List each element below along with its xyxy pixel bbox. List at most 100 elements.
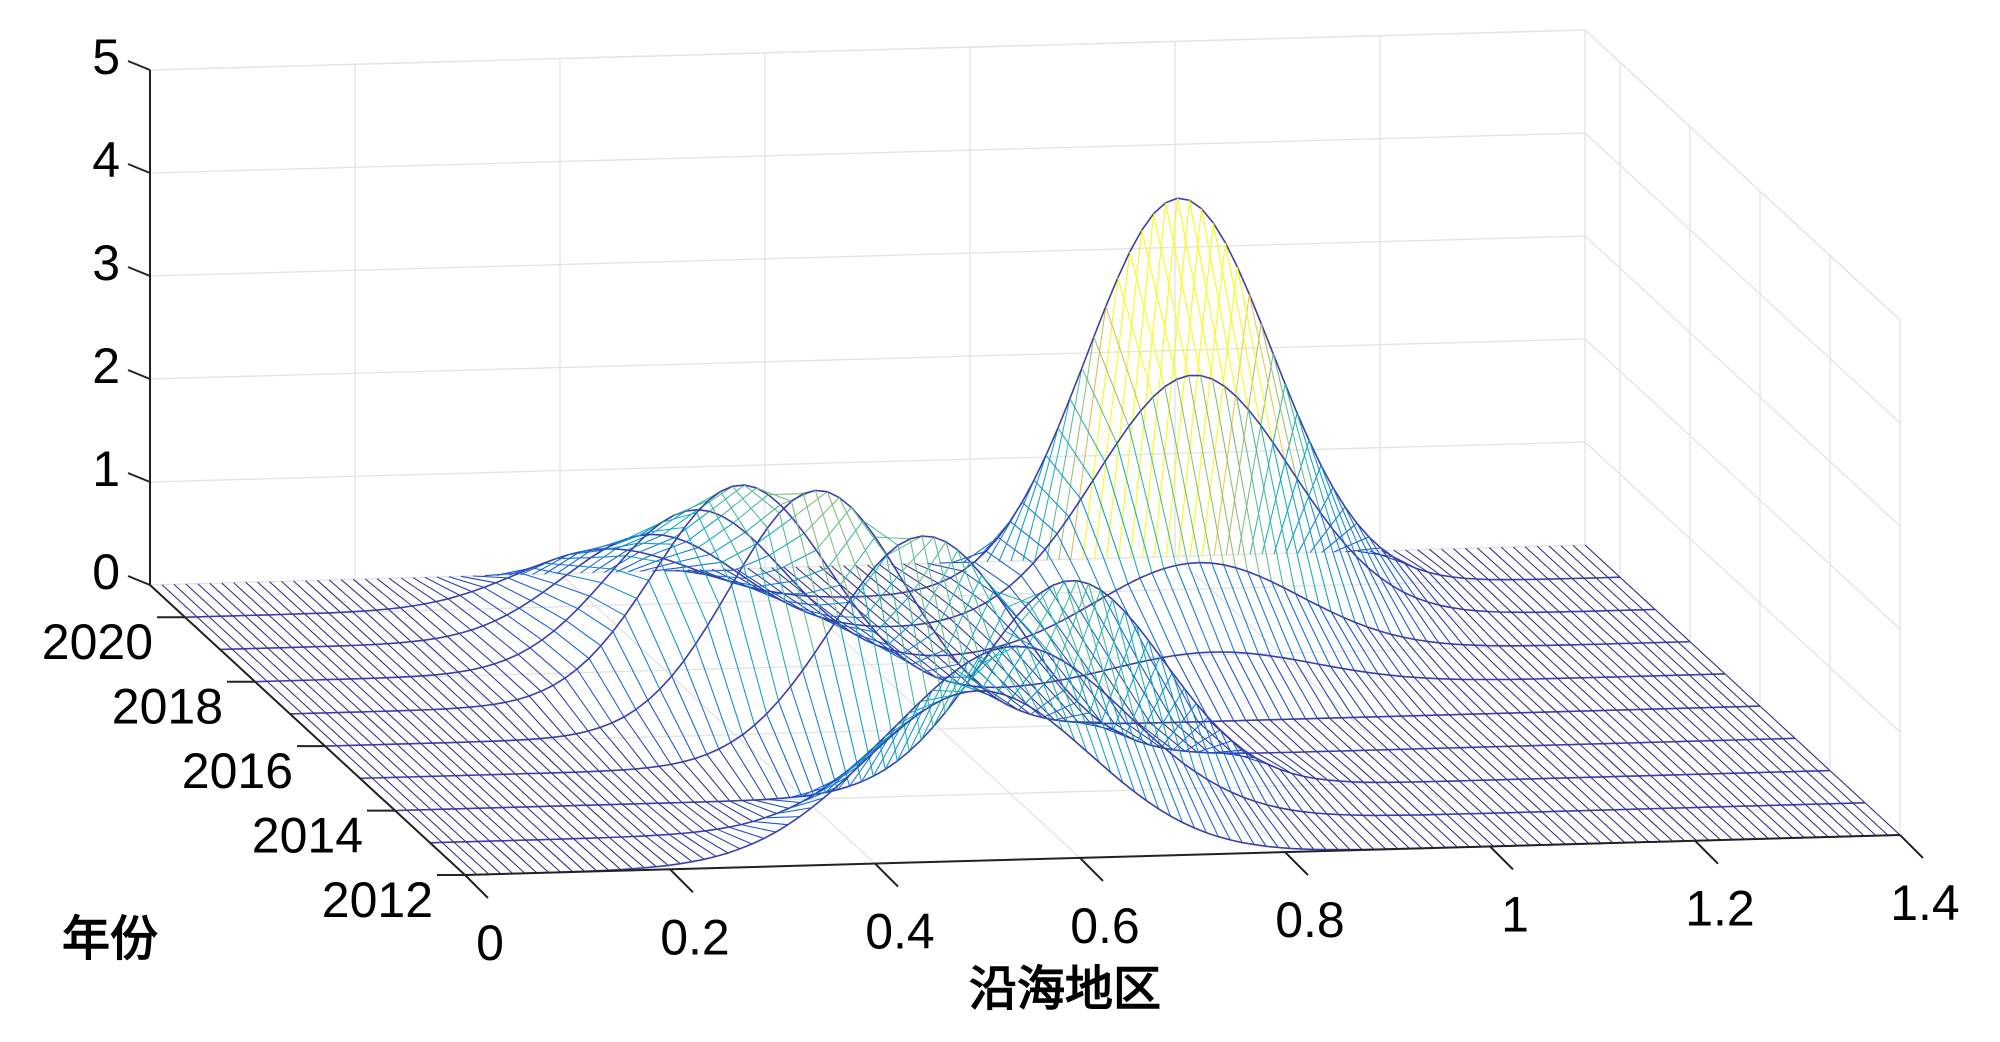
mesh-line	[514, 806, 550, 840]
mesh-line	[1642, 609, 1679, 643]
mesh-line	[539, 772, 575, 806]
mesh-line	[504, 701, 541, 739]
mesh-line	[1282, 587, 1319, 665]
mesh-line	[854, 596, 891, 627]
mesh-line	[961, 570, 998, 596]
mesh-line	[1543, 744, 1580, 778]
mesh-line	[1493, 812, 1530, 846]
mesh-line	[1473, 679, 1510, 714]
mesh-line	[1267, 764, 1304, 813]
mesh-line	[1554, 777, 1591, 811]
mesh-line	[1555, 744, 1592, 778]
mesh-line	[1185, 721, 1222, 754]
mesh-line	[1331, 528, 1368, 628]
mesh-line	[245, 581, 282, 615]
mesh-line	[863, 574, 900, 619]
mesh-line	[431, 775, 468, 809]
mesh-line	[576, 668, 613, 724]
mesh-line	[1829, 770, 1866, 804]
mesh-line	[1594, 610, 1631, 644]
surface-mesh	[149, 197, 1901, 876]
mesh-line	[556, 549, 592, 575]
mesh-line	[1305, 718, 1341, 752]
mesh-line	[1051, 654, 1088, 752]
mesh-line	[1559, 578, 1596, 612]
mesh-line	[541, 639, 578, 670]
mesh-line	[278, 680, 315, 714]
axes	[127, 60, 1924, 899]
mesh-line	[1092, 480, 1129, 585]
mesh-line	[1353, 670, 1390, 717]
mesh-line	[788, 797, 824, 809]
mesh-line	[1183, 688, 1220, 787]
mesh-line	[1078, 721, 1114, 731]
mesh-line	[396, 743, 433, 777]
mesh-line	[1306, 599, 1343, 669]
mesh-line	[1676, 674, 1713, 708]
z-tick	[127, 163, 151, 174]
mesh-line	[387, 608, 424, 641]
y-tick-label: 2012	[322, 872, 433, 928]
mesh-line	[1270, 655, 1307, 720]
mesh-line	[817, 615, 854, 634]
mesh-line	[711, 574, 747, 579]
mesh-line	[1792, 804, 1829, 838]
mesh-line	[1356, 523, 1393, 586]
mesh-line	[454, 808, 491, 842]
mesh-line	[985, 550, 1022, 577]
mesh-line	[1460, 714, 1497, 748]
mesh-line	[364, 610, 400, 644]
mesh-line	[1570, 644, 1606, 678]
mesh-line	[360, 744, 397, 778]
mesh-line	[663, 546, 699, 560]
mesh-line	[1231, 740, 1268, 806]
mesh-line	[1105, 306, 1142, 411]
mesh-line	[875, 594, 912, 633]
mesh-line	[1393, 549, 1429, 573]
mesh-line	[1548, 545, 1585, 579]
mesh-line	[1637, 808, 1674, 842]
mesh-line	[1500, 546, 1537, 580]
mesh-line	[400, 577, 437, 603]
mesh-line	[1768, 805, 1805, 839]
mesh-line	[351, 645, 387, 679]
mesh-line	[1249, 383, 1286, 555]
mesh-line	[1159, 743, 1195, 829]
mesh-line	[597, 804, 634, 837]
mesh-line	[480, 705, 517, 741]
mesh-line	[1089, 611, 1125, 714]
mesh-line	[1067, 617, 1104, 672]
mesh-line	[304, 613, 340, 647]
mesh-line	[1278, 807, 1315, 850]
mesh-line	[780, 549, 817, 569]
series-line-2015	[359, 535, 1796, 780]
mesh-line	[1140, 410, 1177, 566]
mesh-line	[1581, 677, 1617, 711]
mesh-line	[687, 561, 723, 568]
mesh-line	[1148, 688, 1185, 746]
mesh-line	[776, 807, 812, 815]
mesh-line	[1828, 803, 1865, 837]
mesh-line	[1151, 572, 1188, 655]
mesh-line	[1029, 581, 1066, 643]
mesh-line	[1546, 645, 1582, 679]
mesh-line	[388, 577, 425, 605]
mesh-line	[578, 565, 614, 570]
grid-line	[1584, 132, 1901, 424]
mesh-line	[1709, 806, 1745, 840]
mesh-line	[855, 564, 891, 595]
mesh-line	[1447, 747, 1484, 781]
mesh-line	[766, 527, 804, 671]
mesh-line	[329, 579, 365, 612]
mesh-line	[1604, 710, 1640, 744]
mesh-line	[601, 582, 638, 599]
mesh-line	[704, 830, 741, 850]
mesh-line	[1236, 266, 1273, 442]
mesh-line	[1021, 501, 1058, 535]
mesh-line	[531, 567, 567, 576]
mesh-line	[1329, 666, 1366, 718]
mesh-line	[457, 671, 494, 705]
mesh-line	[470, 629, 507, 661]
mesh-line	[406, 809, 443, 843]
mesh-line	[837, 617, 874, 777]
